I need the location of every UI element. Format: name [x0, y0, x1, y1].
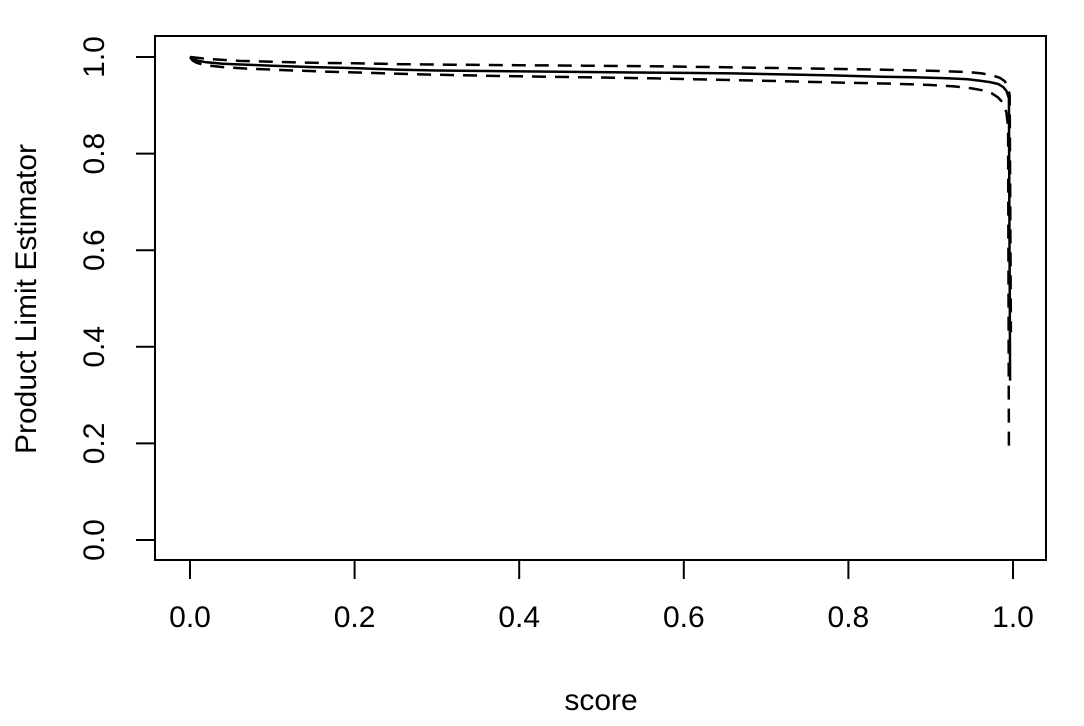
y-tick-label: 0.2 [78, 423, 111, 465]
x-tick-label: 0.8 [828, 601, 870, 634]
x-tick-label: 0.6 [663, 601, 705, 634]
x-tick-label: 0.4 [498, 601, 540, 634]
series-lines [188, 55, 1013, 449]
x-tick-label: 0.0 [169, 601, 211, 634]
product-limit-estimate-line [189, 55, 1012, 381]
y-axis: 0.0 0.2 0.4 0.6 0.8 1.0 [78, 36, 155, 561]
y-tick-label: 0.6 [78, 229, 111, 271]
x-axis: 0.0 0.2 0.4 0.6 0.8 1.0 [169, 560, 1034, 634]
plot-area-border [154, 35, 1047, 561]
y-tick-label: 0.8 [78, 133, 111, 175]
y-tick-label: 0.0 [78, 519, 111, 561]
y-axis-title: Product Limit Estimator [10, 144, 43, 454]
x-tick-label: 1.0 [992, 601, 1034, 634]
upper-confidence-band-line [189, 55, 1013, 333]
y-tick-label: 0.4 [78, 326, 111, 368]
y-tick-label: 1.0 [78, 36, 111, 78]
lower-confidence-band-line [188, 56, 1011, 449]
x-axis-title: score [564, 684, 637, 717]
x-tick-label: 0.2 [334, 601, 376, 634]
